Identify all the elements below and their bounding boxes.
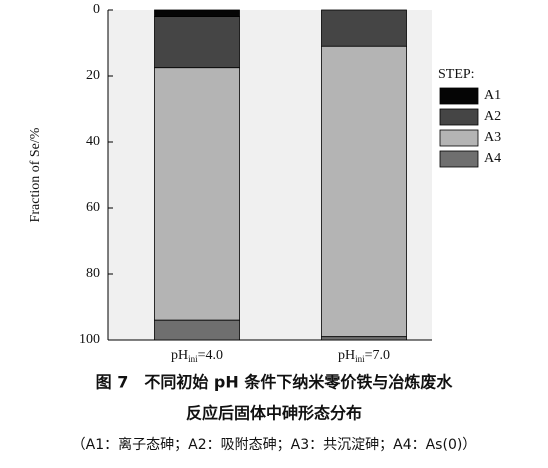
legend-swatch bbox=[439, 150, 479, 168]
bar-segment bbox=[321, 45, 407, 338]
bar-segment bbox=[154, 16, 240, 69]
bar-segment bbox=[321, 9, 407, 47]
caption: 图 7 不同初始 pH 条件下纳米零价铁与冶炼废水 bbox=[96, 373, 454, 392]
legend-title: STEP: bbox=[438, 67, 475, 82]
x-tick-label: pHini=7.0 bbox=[338, 348, 390, 364]
legend-swatch bbox=[439, 108, 479, 126]
legend-label: A2 bbox=[484, 109, 501, 124]
x-tick-label: pHini=4.0 bbox=[171, 348, 223, 364]
y-tick-label: 40 bbox=[86, 134, 100, 149]
bar-segment bbox=[154, 319, 240, 341]
y-tick-label: 60 bbox=[86, 200, 100, 215]
y-axis-label: Fraction of Se/% bbox=[28, 127, 43, 222]
legend-label: A3 bbox=[484, 130, 501, 145]
bar-segment bbox=[321, 336, 407, 341]
legend-label: A4 bbox=[484, 151, 501, 166]
caption: （A1：离子态砷；A2：吸附态砷；A3：共沉淀砷；A4：As(0)） bbox=[72, 436, 477, 453]
legend-swatch bbox=[439, 87, 479, 105]
bar-segment bbox=[154, 67, 240, 321]
bar-segment bbox=[154, 9, 240, 17]
caption: 反应后固体中砷形态分布 bbox=[186, 404, 362, 423]
y-tick-label: 100 bbox=[79, 332, 100, 347]
legend-swatch bbox=[439, 129, 479, 147]
y-tick-label: 20 bbox=[86, 68, 100, 83]
y-tick-label: 80 bbox=[86, 266, 100, 281]
y-tick-label: 0 bbox=[93, 2, 100, 17]
legend-label: A1 bbox=[484, 88, 501, 103]
